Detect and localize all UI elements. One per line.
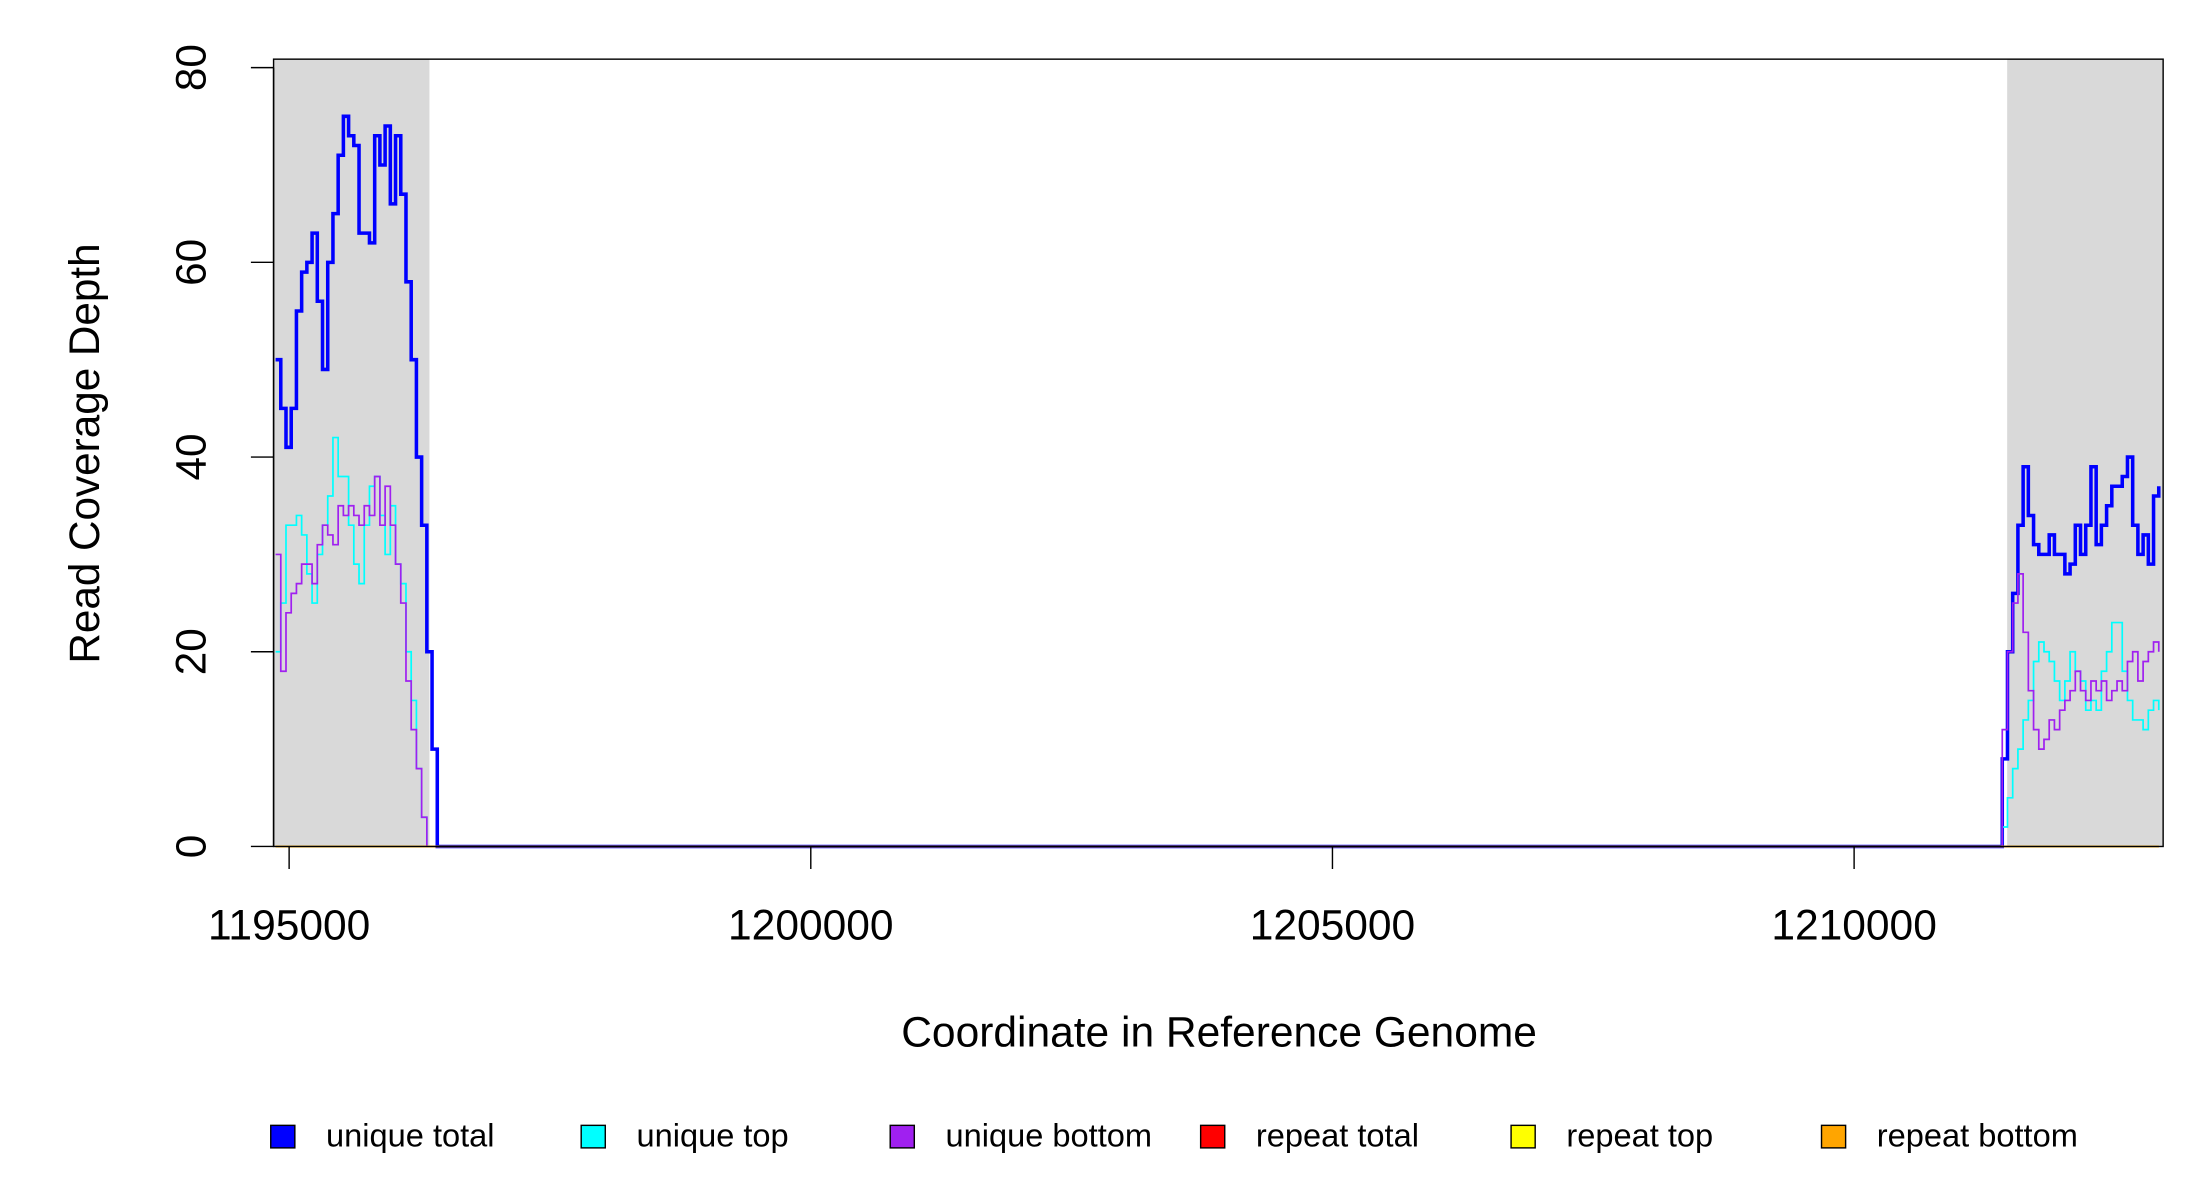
legend-swatch xyxy=(580,1124,606,1149)
x-tick-label: 1200000 xyxy=(728,901,893,948)
series-line xyxy=(275,475,2160,848)
plot-frame xyxy=(272,58,2164,848)
y-tick-label: 0 xyxy=(167,835,214,859)
series-line xyxy=(275,436,2160,848)
legend-swatch xyxy=(889,1124,916,1149)
x-axis-label: Coordinate in Reference Genome xyxy=(901,1008,1537,1055)
legend-label: unique bottom xyxy=(945,1118,1152,1154)
x-tick-label: 1205000 xyxy=(1250,901,1415,948)
legend-label: repeat total xyxy=(1256,1118,1419,1154)
legend-label: repeat bottom xyxy=(1877,1118,2078,1154)
legend-swatch xyxy=(1820,1124,1847,1149)
y-tick-label: 20 xyxy=(167,628,214,675)
series-line xyxy=(275,114,2161,849)
legend-swatch xyxy=(270,1124,296,1149)
y-tick-label: 40 xyxy=(167,434,214,481)
shaded-region xyxy=(273,59,430,847)
y-tick-label: 80 xyxy=(167,44,214,91)
legend-label: unique top xyxy=(636,1118,788,1154)
legend-swatch xyxy=(1199,1124,1226,1149)
legend-label: unique total xyxy=(326,1118,495,1154)
x-tick-label: 1195000 xyxy=(208,901,370,948)
x-tick-label: 1210000 xyxy=(1771,901,1936,948)
y-tick-label: 60 xyxy=(167,239,214,286)
shaded-region xyxy=(2007,59,2164,847)
legend-label: repeat top xyxy=(1566,1118,1713,1154)
legend-swatch xyxy=(1510,1124,1536,1149)
y-axis-label: Read Coverage Depth xyxy=(61,243,108,663)
